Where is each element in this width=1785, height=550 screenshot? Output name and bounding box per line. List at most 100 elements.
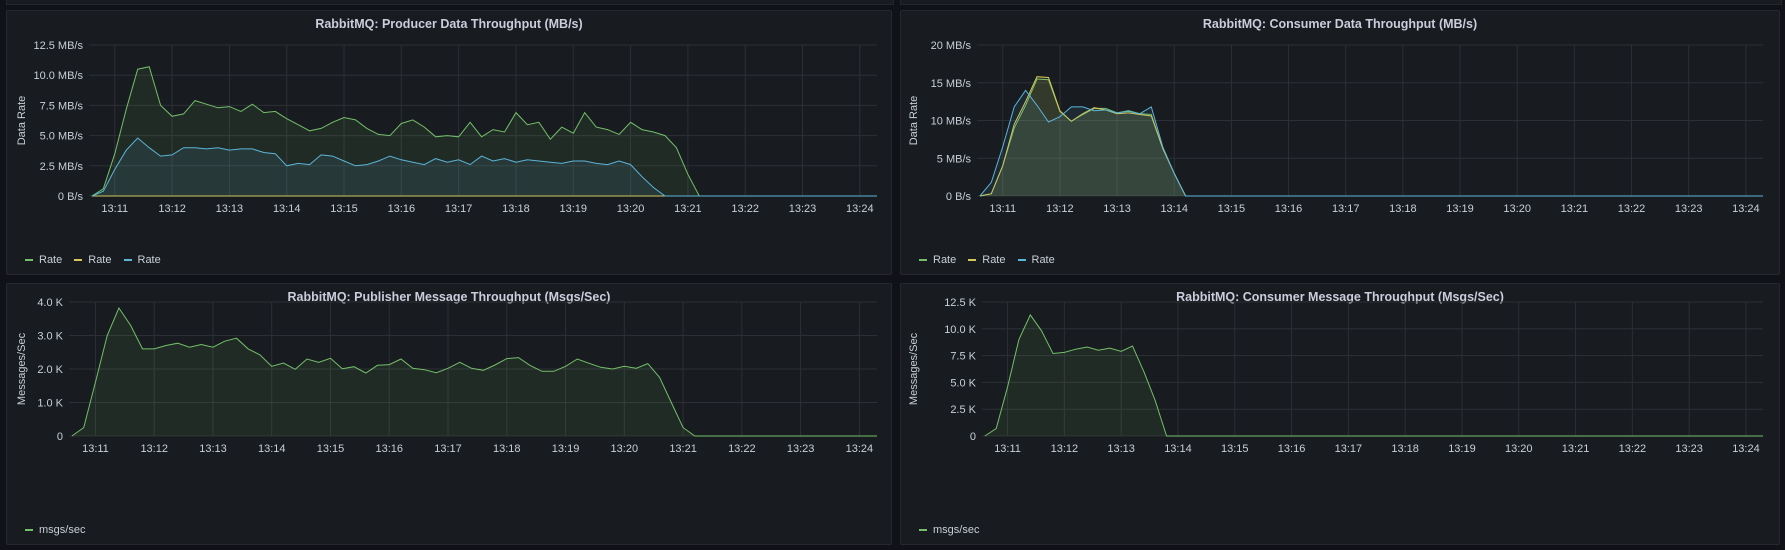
x-tick-label: 13:16 — [1278, 443, 1306, 455]
series-area — [91, 138, 877, 196]
x-tick-label: 13:18 — [493, 443, 521, 455]
x-tick-label: 13:14 — [1164, 443, 1192, 455]
x-tick-label: 13:15 — [330, 203, 358, 215]
y-tick-label: 12.5 K — [944, 297, 976, 309]
y-axis-label: Data Rate — [16, 96, 28, 146]
y-tick-label: 7.5 MB/s — [40, 100, 84, 112]
series-area — [91, 66, 877, 196]
series-area — [984, 314, 1763, 436]
legend-label: Rate — [933, 254, 957, 266]
panel-title[interactable]: RabbitMQ: Consumer Message Throughput (M… — [1176, 290, 1504, 304]
legend-item[interactable]: Rate — [1017, 254, 1055, 266]
y-axis-label: Messages/Sec — [908, 332, 920, 405]
y-tick-label: 10.0 MB/s — [33, 70, 83, 82]
x-tick-label: 13:23 — [1675, 443, 1703, 455]
x-tick-label: 13:23 — [1675, 203, 1703, 215]
y-tick-label: 4.0 K — [37, 297, 63, 309]
x-tick-label: 13:21 — [674, 203, 702, 215]
x-tick-label: 13:17 — [445, 203, 473, 215]
legend-label: Rate — [88, 254, 112, 266]
panel-producer-data-throughput[interactable]: RabbitMQ: Producer Data Throughput (MB/s… — [6, 10, 892, 275]
x-tick-label: 13:11 — [994, 443, 1021, 455]
series-area — [979, 90, 1763, 196]
series-line[interactable] — [91, 137, 877, 197]
x-tick-label: 13:12 — [1046, 203, 1074, 215]
x-tick-label: 13:11 — [989, 203, 1016, 215]
legend-label: msgs/sec — [933, 524, 980, 536]
x-tick-label: 13:21 — [1561, 203, 1589, 215]
x-tick-label: 13:16 — [375, 443, 403, 455]
x-tick-label: 13:21 — [669, 443, 697, 455]
series-area — [979, 79, 1763, 196]
x-tick-label: 13:16 — [388, 203, 416, 215]
panel-consumer-data-throughput[interactable]: RabbitMQ: Consumer Data Throughput (MB/s… — [900, 10, 1780, 275]
x-tick-label: 13:24 — [846, 443, 874, 455]
series-line[interactable] — [984, 313, 1763, 437]
y-tick-label: 2.0 K — [37, 364, 63, 376]
legend: msgs/sec — [919, 524, 979, 536]
legend-label: Rate — [982, 254, 1006, 266]
x-tick-label: 13:17 — [1335, 443, 1363, 455]
y-tick-label: 1.0 K — [37, 398, 63, 410]
x-tick-label: 13:22 — [728, 443, 756, 455]
x-tick-label: 13:24 — [1732, 203, 1760, 215]
x-tick-label: 13:14 — [273, 203, 301, 215]
x-tick-label: 13:15 — [1218, 203, 1246, 215]
x-tick-label: 13:13 — [1103, 203, 1131, 215]
y-tick-label: 5.0 K — [950, 377, 976, 389]
x-tick-label: 13:22 — [1618, 203, 1646, 215]
x-tick-label: 13:14 — [1160, 203, 1188, 215]
legend-item[interactable]: msgs/sec — [919, 524, 979, 536]
x-tick-label: 13:21 — [1562, 443, 1590, 455]
legend: Rate Rate Rate — [25, 254, 161, 266]
x-tick-label: 13:24 — [1732, 443, 1760, 455]
x-tick-label: 13:23 — [787, 443, 815, 455]
y-tick-label: 7.5 K — [950, 351, 976, 363]
legend-item[interactable]: msgs/sec — [25, 524, 85, 536]
y-axis-label: Data Rate — [908, 96, 920, 146]
series-line[interactable] — [71, 306, 877, 437]
legend: msgs/sec — [25, 524, 85, 536]
legend-item[interactable]: Rate — [74, 254, 112, 266]
chart-producer-data-throughput: 0 B/s 2.5 MB/s 5.0 MB/s 7.5 MB/s 10.0 MB/s 12… — [16, 40, 877, 215]
x-tick-label: 13:18 — [1389, 203, 1417, 215]
x-tick-label: 13:11 — [101, 203, 128, 215]
x-tick-label: 13:15 — [317, 443, 345, 455]
chart-consumer-data-throughput: 0 B/s 5 MB/s 10 MB/s 15 MB/s 20 MB/s 13:11 13:… — [908, 40, 1763, 215]
series-area — [979, 76, 1763, 196]
x-tick-label: 13:22 — [1619, 443, 1647, 455]
y-tick-label: 10 MB/s — [931, 116, 972, 128]
panel-title[interactable]: RabbitMQ: Consumer Data Throughput (MB/s… — [1202, 17, 1478, 31]
legend: Rate Rate Rate — [919, 254, 1055, 266]
panel-title[interactable]: RabbitMQ: Publisher Message Throughput (… — [287, 290, 611, 304]
x-tick-label: 13:16 — [1275, 203, 1303, 215]
panel-consumer-message-throughput[interactable]: RabbitMQ: Consumer Message Throughput (M… — [900, 283, 1780, 545]
y-axis-label: Messages/Sec — [16, 332, 28, 405]
x-tick-label: 13:19 — [1446, 203, 1474, 215]
x-tick-label: 13:11 — [82, 443, 109, 455]
x-tick-label: 13:22 — [731, 203, 759, 215]
legend-label: Rate — [137, 254, 161, 266]
y-tick-label: 3.0 K — [37, 331, 63, 343]
x-tick-label: 13:18 — [1391, 443, 1419, 455]
y-tick-label: 5.0 MB/s — [40, 131, 84, 143]
legend-item[interactable]: Rate — [968, 254, 1006, 266]
panel-title[interactable]: RabbitMQ: Producer Data Throughput (MB/s… — [315, 17, 583, 31]
x-tick-label: 13:14 — [258, 443, 286, 455]
legend-item[interactable]: Rate — [25, 254, 62, 266]
legend-label: Rate — [1031, 254, 1055, 266]
x-tick-label: 13:20 — [1505, 443, 1533, 455]
x-tick-label: 13:20 — [617, 203, 645, 215]
x-tick-label: 13:20 — [1503, 203, 1531, 215]
x-tick-label: 13:20 — [611, 443, 639, 455]
series-line[interactable] — [979, 89, 1763, 197]
x-tick-label: 13:13 — [1107, 443, 1135, 455]
x-tick-label: 13:19 — [1448, 443, 1476, 455]
legend-item[interactable]: Rate — [123, 254, 161, 266]
y-tick-label: 12.5 MB/s — [33, 40, 83, 52]
panel-publisher-message-throughput[interactable]: RabbitMQ: Publisher Message Throughput (… — [6, 283, 892, 545]
x-tick-label: 13:15 — [1221, 443, 1249, 455]
x-tick-label: 13:19 — [552, 443, 580, 455]
x-tick-label: 13:12 — [140, 443, 168, 455]
legend-item[interactable]: Rate — [919, 254, 956, 266]
